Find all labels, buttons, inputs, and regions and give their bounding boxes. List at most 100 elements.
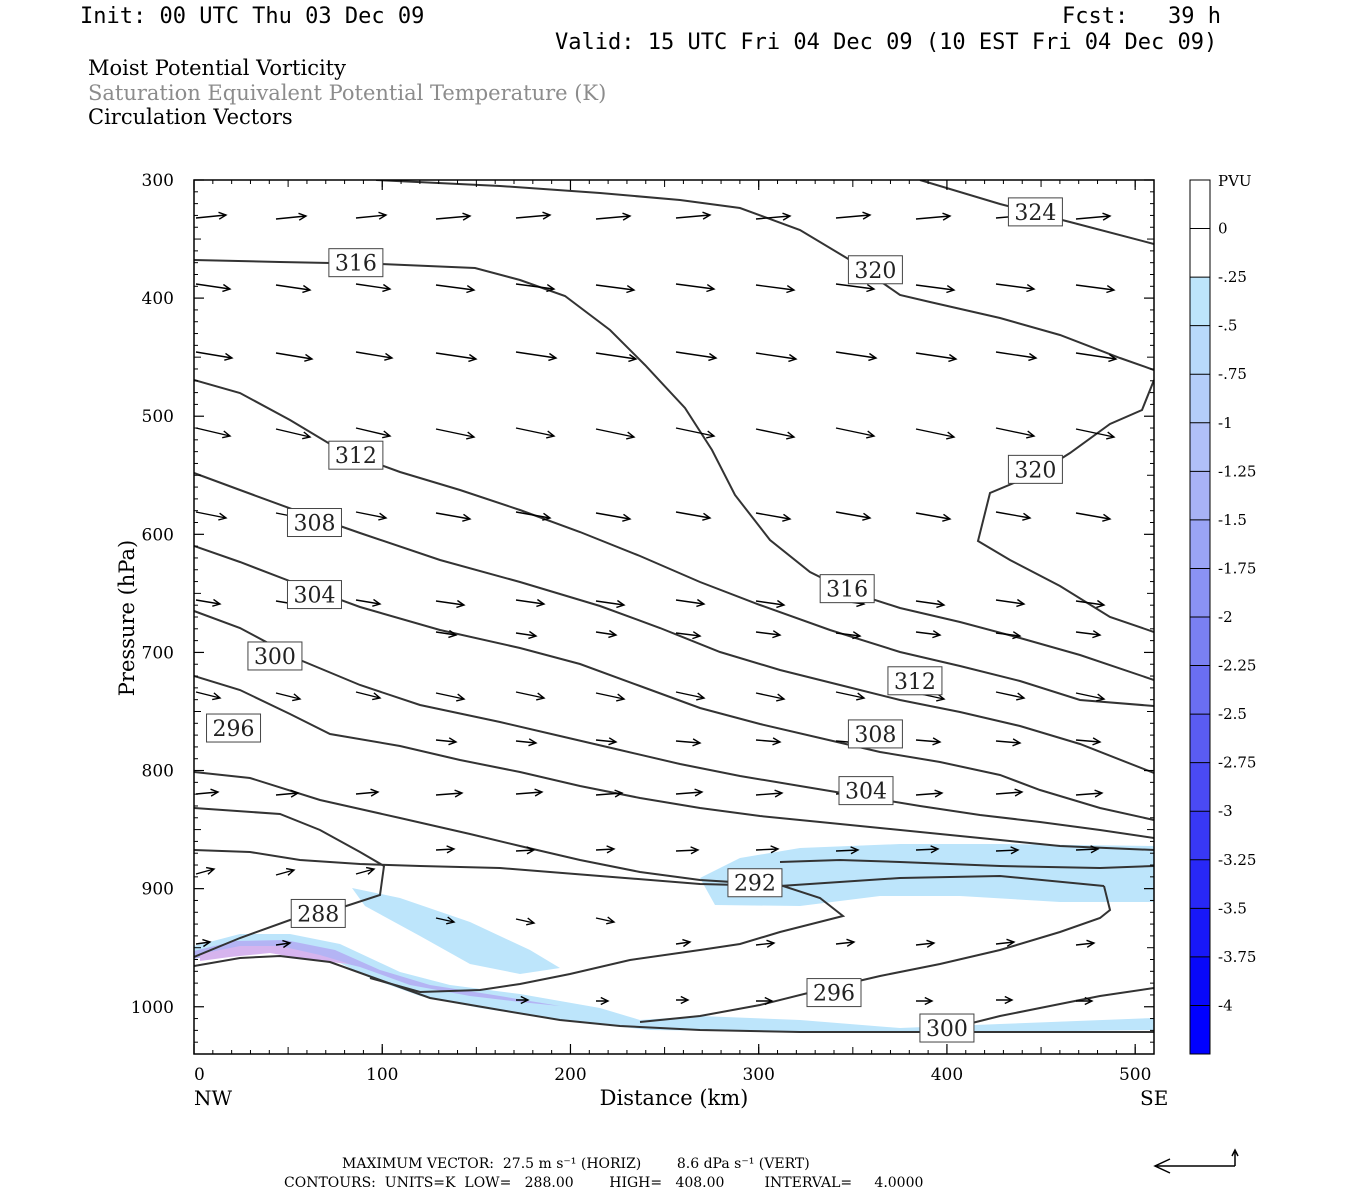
vector-arrow <box>515 427 556 439</box>
vector-arrow <box>355 427 392 439</box>
contour-label: 300 <box>254 645 296 670</box>
vector-arrow <box>595 629 618 639</box>
vector-arrow <box>755 845 780 854</box>
colorbar-level-label: -3.5 <box>1218 899 1247 917</box>
vector-arrow <box>515 630 538 640</box>
x-tick-label: 0 <box>194 1065 205 1085</box>
vector-arrow <box>435 692 466 702</box>
vector-arrow <box>275 939 292 949</box>
vector-arrow <box>915 737 942 746</box>
vector-arrow <box>435 789 464 798</box>
colorbar-level-label: -2.5 <box>1218 705 1247 723</box>
y-tick-label: 600 <box>142 525 174 545</box>
contour-label-box <box>286 508 342 538</box>
contour-label-box <box>847 719 903 749</box>
valid-time: Valid: 15 UTC Fri 04 Dec 09 (10 EST Fri … <box>555 30 1218 55</box>
mpv-shading <box>194 844 1154 1032</box>
vector-arrow <box>915 845 940 854</box>
init-time: Init: 00 UTC Thu 03 Dec 09 <box>80 4 425 29</box>
colorbar-swatch <box>1190 1005 1210 1055</box>
vector-arrow <box>1075 284 1116 294</box>
vector-arrow <box>835 211 872 220</box>
colorbar-swatch <box>1190 859 1210 909</box>
vector-arrow <box>1075 212 1112 221</box>
vector-arrow <box>515 846 536 855</box>
colorbar-level-label: 0 <box>1218 220 1228 238</box>
contour-label: 296 <box>213 717 255 742</box>
vector-arrow <box>355 598 382 607</box>
vector-arrow <box>996 995 1014 1005</box>
contours-footer: CONTOURS: UNITS=K LOW= 288.00 HIGH= 408.… <box>284 1175 924 1191</box>
vector-arrow <box>355 788 380 797</box>
vector-arrow <box>595 352 638 363</box>
contour-label: 320 <box>854 259 896 284</box>
vector-arrow <box>995 511 1032 521</box>
vector-arrow <box>755 284 796 294</box>
vector-arrow <box>435 629 458 639</box>
vector-arrow <box>755 789 784 798</box>
vector-arrow <box>1075 692 1106 702</box>
contour-316 <box>194 259 1154 681</box>
vector-arrow <box>195 427 232 439</box>
y-tick-label: 500 <box>142 407 174 427</box>
vector-arrow <box>435 428 476 440</box>
colorbar-swatch <box>1190 180 1210 230</box>
vector-arrow <box>275 212 308 221</box>
contour-296 <box>194 675 1154 851</box>
contour-label-box <box>328 248 384 278</box>
vector-arrow <box>995 427 1036 439</box>
vector-arrow <box>915 789 944 798</box>
vector-arrow <box>515 351 558 362</box>
contour-296-lower <box>639 885 1112 1023</box>
vector-arrow <box>195 283 232 293</box>
vector-arrow <box>195 351 234 361</box>
vector-arrow <box>595 512 632 522</box>
vector-arrow <box>195 211 228 220</box>
vector-arrow <box>435 916 456 925</box>
contour-label-box <box>819 574 875 604</box>
y-tick-label: 1000 <box>131 998 174 1018</box>
vector-arrow <box>435 284 476 294</box>
vector-arrow <box>355 866 376 875</box>
vector-arrow <box>275 867 296 876</box>
vector-arrow <box>435 352 478 363</box>
contour-label: 292 <box>734 872 776 897</box>
x-axis-label: Distance (km) <box>600 1086 749 1110</box>
vector-arrow <box>595 284 636 294</box>
vector-arrow <box>515 738 538 747</box>
contour-label-box <box>847 255 903 285</box>
vector-arrow <box>835 691 866 701</box>
vector-arrow <box>755 737 782 746</box>
colorbar-level-label: -1.5 <box>1218 511 1247 529</box>
contour-label: 324 <box>1014 201 1056 226</box>
vector-arrow <box>275 789 300 798</box>
field-label-thetaes: Saturation Equivalent Potential Temperat… <box>88 81 607 105</box>
vector-arrow <box>995 283 1036 293</box>
vector-arrow <box>1075 428 1116 440</box>
vector-arrow <box>995 738 1022 747</box>
x-end-label-right: SE <box>1140 1086 1168 1110</box>
vector-arrow <box>675 283 716 293</box>
colorbar-level-label: -1 <box>1218 414 1233 432</box>
vector-arrow <box>835 283 876 293</box>
vector-arrow <box>435 512 472 522</box>
y-tick-label: 900 <box>142 880 174 900</box>
vector-arrow <box>675 788 704 797</box>
shade-region-surface <box>194 934 1154 1032</box>
colorbar-level-label: -1.25 <box>1218 462 1256 480</box>
vector-arrow <box>195 938 212 948</box>
vector-arrow <box>675 846 700 855</box>
colorbar-swatch <box>1190 422 1210 472</box>
colorbar-level-label: -3.75 <box>1218 948 1256 966</box>
contour-label-box <box>328 440 384 470</box>
contour-320-lower <box>976 379 1154 633</box>
colorbar-swatch <box>1190 471 1210 521</box>
vector-arrow <box>435 737 458 746</box>
vector-arrow <box>595 916 616 925</box>
colorbar-swatch <box>1190 665 1210 715</box>
y-axis-label: Pressure (hPa) <box>115 540 139 696</box>
vector-arrow <box>675 631 702 640</box>
vector-arrow <box>835 427 876 439</box>
vector-arrow <box>756 996 774 1006</box>
